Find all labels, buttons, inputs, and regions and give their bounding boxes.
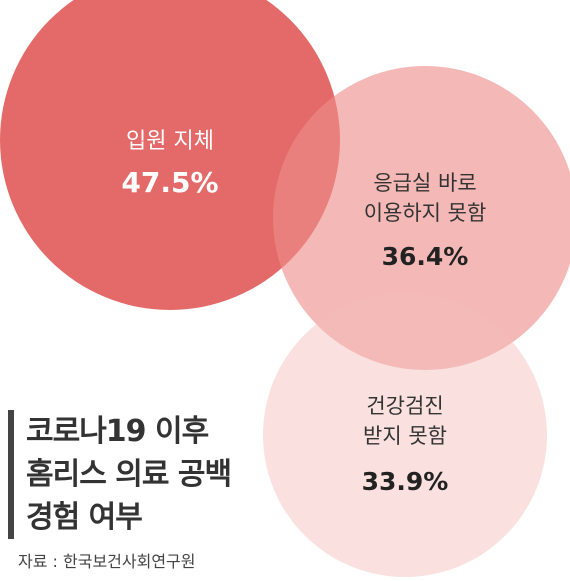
bubble-3-label-line-1: 건강검진 (366, 394, 443, 418)
bubble-3 (263, 293, 547, 577)
bubble-3-label-line-2: 받지 못함 (363, 424, 447, 448)
bubble-1-value: 47.5% (121, 166, 218, 199)
bubble-2-label-line-2: 이용하지 못함 (364, 201, 487, 225)
bubble-1-label-line-1: 입원 지체 (126, 129, 214, 154)
source-note: 자료 : 한국보건사회연구원 (18, 552, 196, 571)
bubble-2-value: 36.4% (382, 242, 469, 271)
bubble-1 (0, 0, 340, 310)
bubble-2 (273, 66, 570, 370)
title-line-3: 경험 여부 (26, 500, 143, 535)
title-line-1: 코로나19 이후 (26, 414, 209, 449)
title-line-2: 홈리스 의료 공백 (26, 457, 232, 492)
chart-title: 코로나19 이후 홈리스 의료 공백 경험 여부 (8, 410, 232, 539)
bubble-2-label-line-1: 응급실 바로 (373, 171, 476, 195)
bubble-3-value: 33.9% (362, 467, 449, 496)
